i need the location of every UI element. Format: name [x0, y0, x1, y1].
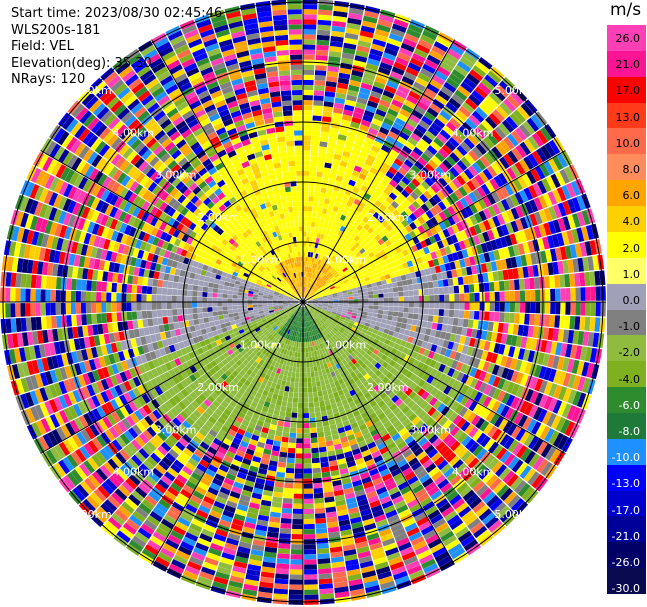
colorbar-segment — [607, 50, 646, 78]
colorbar-segment — [607, 412, 646, 440]
range-label: 5.00km — [494, 84, 536, 97]
range-label: 4.00km — [452, 126, 494, 139]
colorbar-segment — [607, 231, 646, 259]
colorbar-tick-label: 4.0 — [622, 215, 641, 229]
elevation-text: Elevation(deg): 35.30 — [11, 55, 152, 71]
range-label: 1.00km — [240, 338, 282, 351]
colorbar-tick-label: 10.0 — [615, 136, 641, 150]
colorbar-segment — [607, 516, 646, 543]
azimuth-line — [40, 301, 304, 454]
range-label: 2.00km — [367, 211, 409, 224]
range-label: 2.00km — [197, 381, 239, 394]
range-label: 3.00km — [155, 423, 197, 436]
range-label: 1.00km — [325, 338, 367, 351]
radar-ppi-plot: 1.00km 1.00km 1.00km 1.00km 2.00km 2.00km 2.00… — [0, 0, 606, 605]
azimuth-line — [302, 301, 566, 454]
instrument-text: WLS200s-181 — [11, 22, 101, 38]
colorbar-segment — [607, 283, 646, 310]
range-label: 4.00km — [113, 126, 155, 139]
colorbar-tick-label: 13.0 — [615, 110, 641, 124]
colorbar-tick-label: -1.0 — [618, 320, 640, 334]
range-label: 3.00km — [155, 169, 197, 182]
colorbar-tick-label: -26.0 — [611, 556, 640, 569]
azimuth-line — [151, 301, 304, 565]
colorbar-segment — [607, 542, 646, 569]
colorbar-segment — [607, 102, 646, 129]
colorbar-tick-label: -13.0 — [611, 477, 640, 491]
range-label: 3.00km — [409, 169, 451, 182]
colorbar-tick-label: 0.0 — [622, 294, 641, 307]
colorbar-segment — [607, 568, 646, 595]
start-time-text: Start time: 2023/08/30 02:45:46 — [11, 6, 223, 21]
colorbar-tick-label: 26.0 — [615, 32, 641, 45]
colorbar-tick-label: -4.0 — [618, 372, 640, 386]
colorbar-segment — [607, 387, 646, 414]
colorbar-tick-label: -30.0 — [611, 582, 640, 596]
colorbar-tick-label: -21.0 — [611, 529, 640, 543]
colorbar-segment — [607, 206, 646, 233]
azimuth-line — [302, 150, 566, 303]
colorbar-tick-label: 17.0 — [615, 84, 641, 98]
colorbar-segment — [607, 361, 646, 388]
azimuth-line — [302, 301, 455, 565]
colorbar-segment — [607, 25, 646, 52]
radar-gates — [0, 0, 606, 605]
colorbar-tick-label: -8.0 — [618, 425, 640, 438]
colorbar-segment — [607, 154, 646, 181]
range-label: 1.00km — [240, 254, 282, 267]
nrays-text: NRays: 120 — [11, 72, 86, 87]
range-label: 3.00km — [409, 423, 451, 436]
colorbar-tick-label: 1.0 — [622, 267, 641, 281]
azimuth-line — [40, 150, 304, 303]
colorbar-segment — [607, 464, 646, 492]
colorbar-tick-label: 21.0 — [615, 58, 641, 72]
colorbar — [607, 25, 646, 595]
colorbar-tick-label: -10.0 — [611, 451, 640, 465]
range-label: 2.00km — [197, 211, 239, 224]
colorbar-segment — [607, 490, 646, 517]
colorbar-segment — [607, 180, 646, 207]
colorbar-segment — [607, 309, 646, 336]
range-label: 1.00km — [325, 254, 367, 267]
colorbar-segment — [607, 438, 646, 466]
colorbar-unit: m/s — [610, 0, 642, 20]
colorbar-tick-label: -17.0 — [611, 503, 640, 517]
field-text: Field: VEL — [11, 39, 74, 54]
colorbar-segment — [607, 335, 646, 362]
range-label: 2.00km — [367, 381, 409, 394]
azimuth-line — [151, 39, 304, 303]
azimuth-line — [302, 39, 455, 303]
range-label: 4.00km — [452, 466, 494, 479]
colorbar-tick-label: -2.0 — [618, 346, 640, 360]
range-label: 5.00km — [70, 84, 112, 97]
colorbar-segment — [607, 128, 646, 155]
range-label: 4.00km — [113, 466, 155, 479]
colorbar-segment — [607, 76, 646, 104]
colorbar-tick-label: 2.0 — [622, 241, 641, 255]
plot-info: Start time: 2023/08/30 02:45:46 WLS200s-… — [11, 6, 222, 89]
colorbar-tick-label: 8.0 — [622, 163, 641, 176]
range-label: 5.00km — [70, 508, 112, 521]
range-label: 5.00km — [494, 508, 536, 521]
colorbar-tick-label: 6.0 — [622, 189, 641, 203]
colorbar-tick-label: -6.0 — [618, 398, 640, 412]
colorbar-segment — [607, 257, 646, 285]
